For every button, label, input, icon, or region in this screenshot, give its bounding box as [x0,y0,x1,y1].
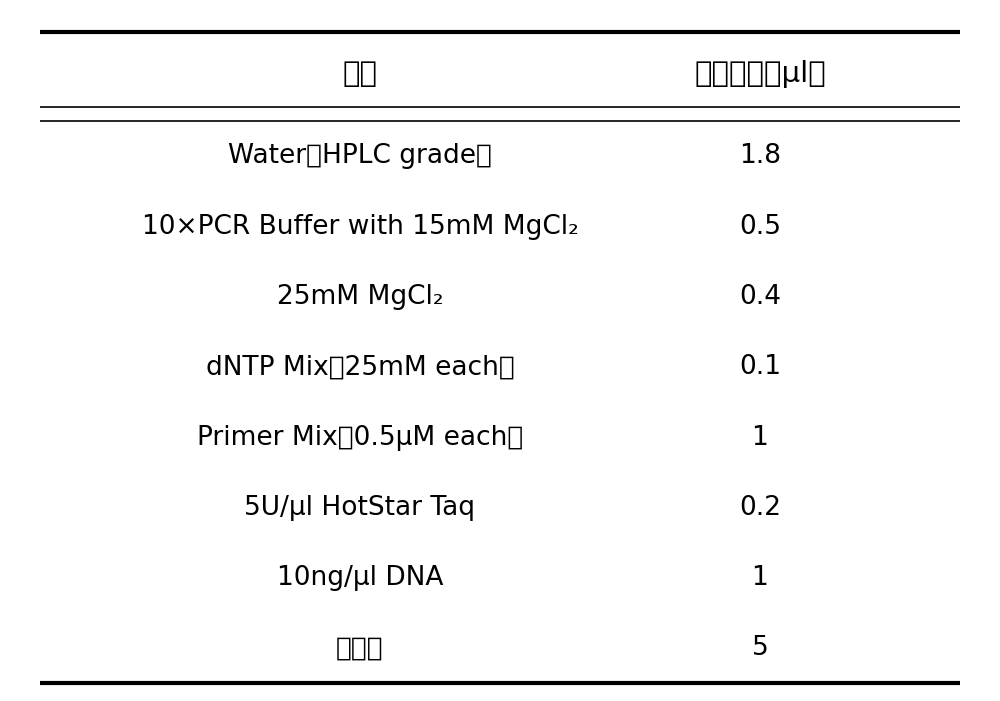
Text: 1.8: 1.8 [739,144,781,170]
Text: 5: 5 [752,635,768,661]
Text: 10×PCR Buffer with 15mM MgCl₂: 10×PCR Buffer with 15mM MgCl₂ [142,214,578,240]
Text: 0.5: 0.5 [739,214,781,240]
Text: 10ng/μl DNA: 10ng/μl DNA [277,565,443,591]
Text: 5U/μl HotStar Taq: 5U/μl HotStar Taq [244,495,476,521]
Text: Primer Mix（0.5μM each）: Primer Mix（0.5μM each） [197,425,523,451]
Text: 1: 1 [752,565,768,591]
Text: Water（HPLC grade）: Water（HPLC grade） [228,144,492,170]
Text: 总体积: 总体积 [336,635,384,661]
Text: 试剑: 试剑 [342,60,378,88]
Text: 0.2: 0.2 [739,495,781,521]
Text: 1: 1 [752,425,768,451]
Text: 0.4: 0.4 [739,284,781,310]
Text: 25mM MgCl₂: 25mM MgCl₂ [277,284,443,310]
Text: dNTP Mix（25mM each）: dNTP Mix（25mM each） [206,354,514,380]
Text: 加入体积（μl）: 加入体积（μl） [694,60,826,88]
Text: 0.1: 0.1 [739,354,781,380]
